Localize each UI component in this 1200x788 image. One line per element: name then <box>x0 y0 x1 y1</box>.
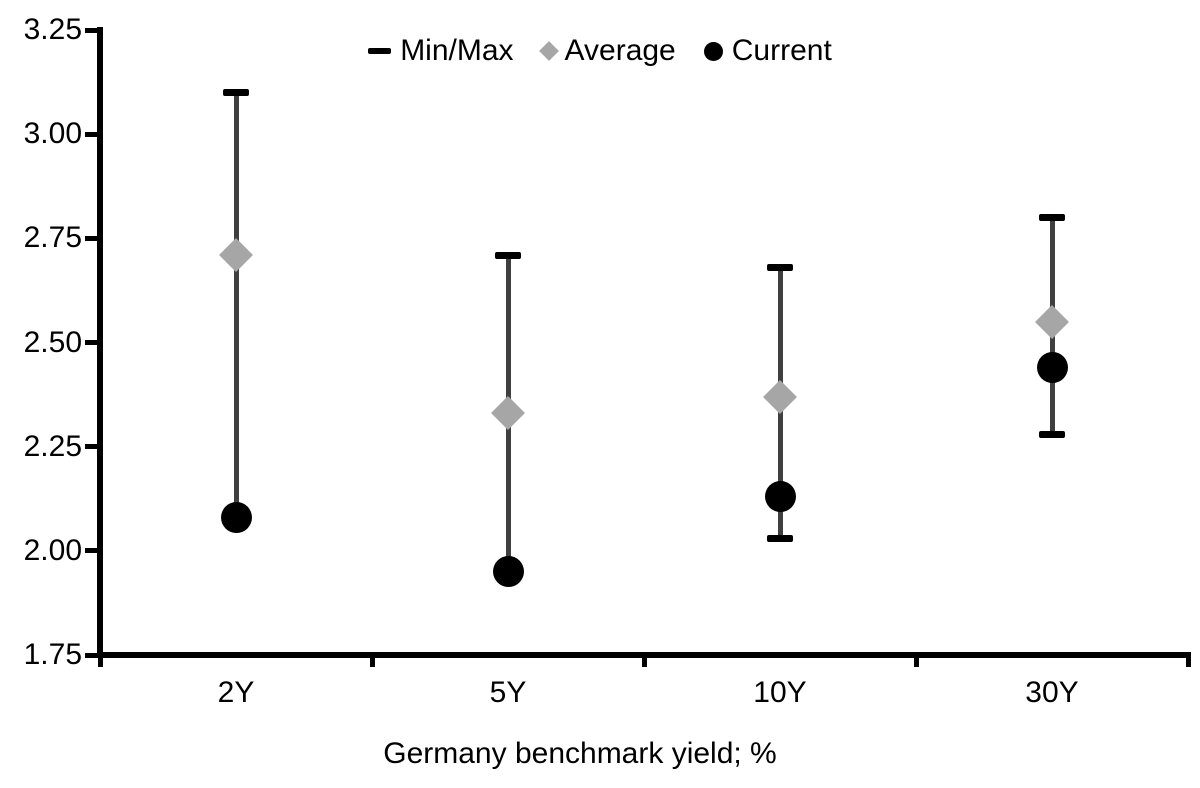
y-axis-tick <box>85 548 97 554</box>
average-diamond-icon <box>538 41 559 61</box>
average-marker <box>763 379 797 414</box>
chart-legend: Min/Max Average Current <box>0 31 1200 71</box>
y-axis-tick <box>85 27 97 33</box>
current-marker <box>1036 352 1068 383</box>
y-axis-tick <box>85 235 97 241</box>
x-axis-tick <box>913 652 919 667</box>
legend-item-current: Current <box>703 33 832 69</box>
x-axis-tick <box>641 652 647 667</box>
current-circle-icon <box>703 41 723 61</box>
current-marker <box>764 481 796 513</box>
y-axis-tick-label: 2.75 <box>23 221 82 255</box>
x-category-label: 2Y <box>217 676 255 709</box>
y-axis-tick-label: 2.50 <box>23 325 82 359</box>
x-axis-tick <box>1185 652 1191 667</box>
range-line <box>233 92 239 518</box>
legend-item-average: Average <box>538 33 676 69</box>
min-cap <box>767 534 793 542</box>
y-axis-line <box>97 27 103 658</box>
min-cap <box>1039 430 1065 438</box>
legend-label-current: Current <box>731 34 832 67</box>
legend-label-average: Average <box>564 34 676 67</box>
current-marker <box>220 502 252 533</box>
current-marker <box>492 556 524 588</box>
x-category-label: 30Y <box>1025 676 1079 709</box>
legend-label-minmax: Min/Max <box>400 34 514 67</box>
average-marker <box>1035 304 1069 339</box>
x-axis-title: Germany benchmark yield; % <box>383 737 777 770</box>
average-marker <box>219 238 253 272</box>
y-axis-tick <box>85 340 97 345</box>
x-category-label: 10Y <box>753 676 807 709</box>
legend-item-minmax: Min/Max <box>368 33 514 69</box>
y-axis-tick-label: 3.25 <box>23 13 82 46</box>
minmax-dash-icon <box>368 48 392 54</box>
x-axis-tick <box>369 652 375 667</box>
x-category-label: 5Y <box>489 676 527 709</box>
y-axis-tick <box>85 131 97 137</box>
y-axis-tick-label: 2.00 <box>23 533 82 567</box>
max-cap <box>1039 214 1065 221</box>
x-axis-tick <box>97 652 103 667</box>
max-cap <box>495 251 521 259</box>
y-axis-tick <box>85 652 97 658</box>
y-axis-tick <box>85 444 97 450</box>
y-axis-tick-label: 1.75 <box>23 638 82 671</box>
average-marker <box>491 396 525 431</box>
y-axis-tick-label: 2.25 <box>23 429 82 463</box>
max-cap <box>767 264 793 271</box>
max-cap <box>223 89 249 96</box>
y-axis-tick-label: 3.00 <box>23 117 82 151</box>
